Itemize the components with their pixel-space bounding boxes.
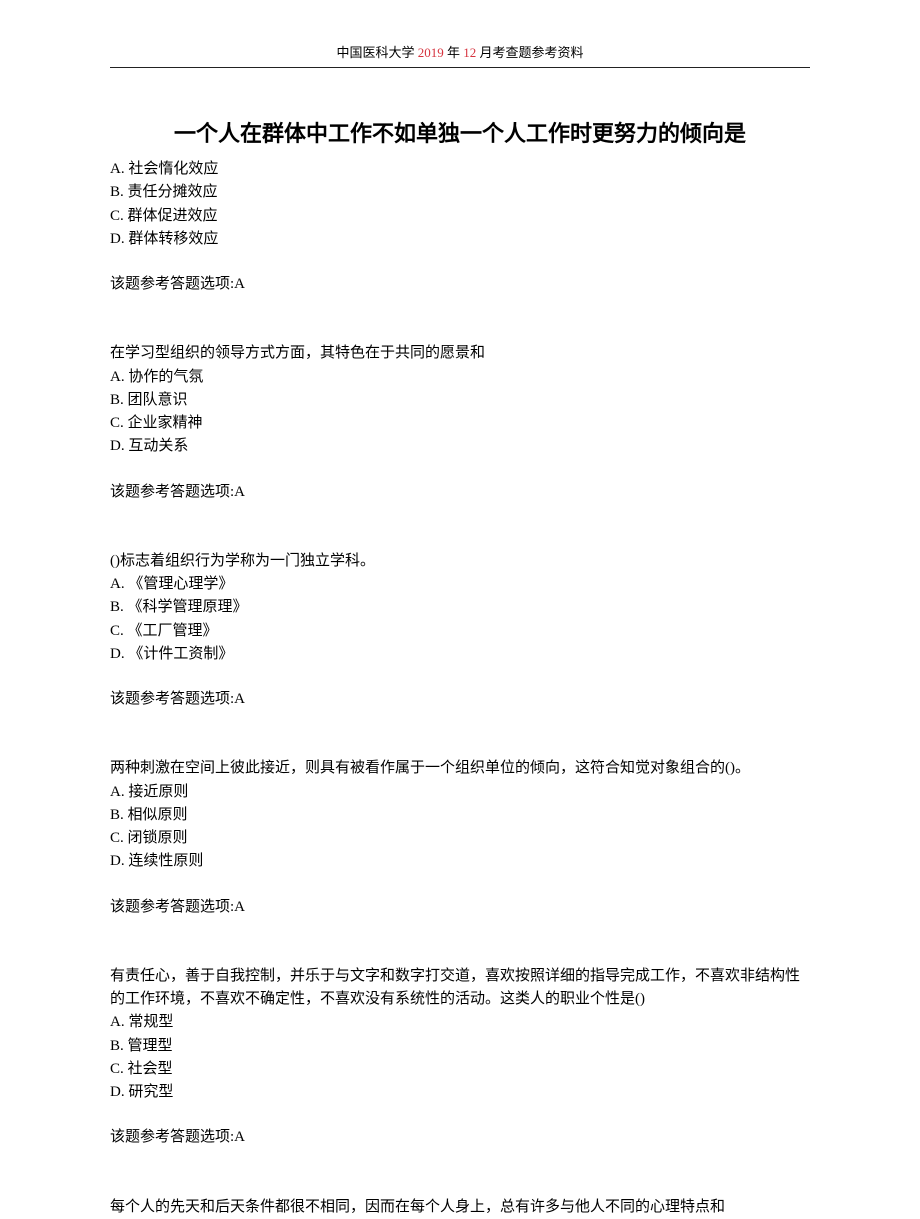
option-c: C. 群体促进效应 — [110, 205, 810, 228]
document-page: 中国医科大学 2019 年 12 月考查题参考资料 一个人在群体中工作不如单独一… — [0, 0, 920, 1219]
option-a: A. 协作的气氛 — [110, 366, 810, 389]
option-a: A. 《管理心理学》 — [110, 573, 810, 596]
option-b: B. 团队意识 — [110, 389, 810, 412]
option-b: B. 《科学管理原理》 — [110, 596, 810, 619]
header-year: 2019 — [414, 45, 447, 60]
question-4: 两种刺激在空间上彼此接近，则具有被看作属于一个组织单位的倾向，这符合知觉对象组合… — [110, 757, 810, 919]
header-suffix: 月考查题参考资料 — [480, 45, 584, 60]
page-header: 中国医科大学 2019 年 12 月考查题参考资料 — [110, 42, 810, 68]
question-1: A. 社会惰化效应 B. 责任分摊效应 C. 群体促进效应 D. 群体转移效应 … — [110, 158, 810, 296]
option-c: C. 社会型 — [110, 1058, 810, 1081]
option-d: D. 互动关系 — [110, 435, 810, 458]
option-c: C. 企业家精神 — [110, 412, 810, 435]
question-5: 有责任心，善于自我控制，并乐于与文字和数字打交道，喜欢按照详细的指导完成工作，不… — [110, 965, 810, 1150]
option-c: C. 《工厂管理》 — [110, 620, 810, 643]
header-prefix: 中国医科大学 — [336, 45, 414, 60]
answer-text: 该题参考答题选项:A — [110, 273, 810, 296]
option-a: A. 常规型 — [110, 1011, 810, 1034]
question-6-partial: 每个人的先天和后天条件都很不相同，因而在每个人身上，总有许多与他人不同的心理特点… — [110, 1196, 810, 1219]
option-d: D. 《计件工资制》 — [110, 643, 810, 666]
question-3: ()标志着组织行为学称为一门独立学科。 A. 《管理心理学》 B. 《科学管理原… — [110, 550, 810, 712]
question-stem: ()标志着组织行为学称为一门独立学科。 — [110, 550, 810, 573]
question-stem: 在学习型组织的领导方式方面，其特色在于共同的愿景和 — [110, 342, 810, 365]
answer-text: 该题参考答题选项:A — [110, 481, 810, 504]
answer-text: 该题参考答题选项:A — [110, 896, 810, 919]
option-b: B. 管理型 — [110, 1035, 810, 1058]
option-a: A. 社会惰化效应 — [110, 158, 810, 181]
answer-text: 该题参考答题选项:A — [110, 1126, 810, 1149]
answer-text: 该题参考答题选项:A — [110, 688, 810, 711]
option-d: D. 研究型 — [110, 1081, 810, 1104]
header-month: 12 — [460, 45, 480, 60]
option-d: D. 群体转移效应 — [110, 228, 810, 251]
question-stem: 有责任心，善于自我控制，并乐于与文字和数字打交道，喜欢按照详细的指导完成工作，不… — [110, 965, 810, 1012]
option-b: B. 相似原则 — [110, 804, 810, 827]
header-mid: 年 — [447, 45, 460, 60]
option-d: D. 连续性原则 — [110, 850, 810, 873]
question-stem: 两种刺激在空间上彼此接近，则具有被看作属于一个组织单位的倾向，这符合知觉对象组合… — [110, 757, 810, 780]
option-b: B. 责任分摊效应 — [110, 181, 810, 204]
option-c: C. 闭锁原则 — [110, 827, 810, 850]
question-2: 在学习型组织的领导方式方面，其特色在于共同的愿景和 A. 协作的气氛 B. 团队… — [110, 342, 810, 504]
document-title: 一个人在群体中工作不如单独一个人工作时更努力的倾向是 — [110, 116, 810, 148]
option-a: A. 接近原则 — [110, 781, 810, 804]
